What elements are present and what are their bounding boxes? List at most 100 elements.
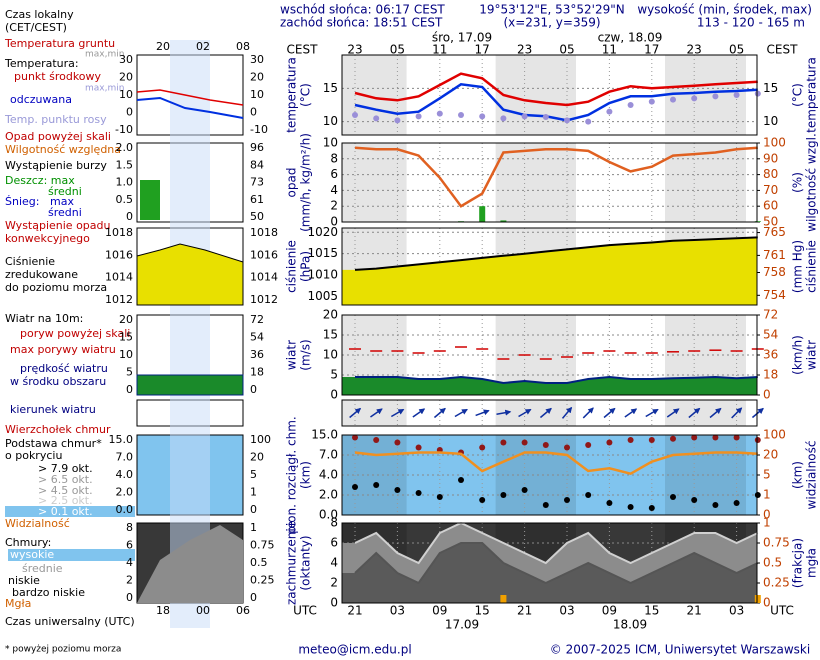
legend-tick-label: 10 [250, 88, 264, 101]
zone-label: UTC [770, 604, 794, 618]
legend-tick-label: -10 [250, 123, 268, 136]
legend-text: konwekcyjnego [5, 232, 90, 245]
x-tick-label: 23 [517, 43, 532, 57]
zone-label: UTC [293, 604, 317, 618]
left-time: 06 [236, 604, 250, 617]
legend-tick-label: 1 [250, 521, 257, 534]
left-time: 08 [236, 40, 250, 53]
legend-tick-label: 1014 [250, 271, 278, 284]
dot [606, 439, 613, 446]
dot [585, 442, 592, 448]
y-tick-label: 0 [330, 388, 338, 402]
y-tick-label: 1010 [307, 268, 338, 282]
legend-tick-label: 5 [126, 366, 133, 379]
legend-text: > 4.5 okt. [38, 484, 93, 497]
x-tick-label: 03 [729, 604, 744, 618]
dot [479, 444, 486, 451]
legend-tick-label: 18 [250, 366, 264, 379]
dot [754, 437, 761, 443]
legend-tick-label: 0.25 [250, 574, 275, 587]
legend-text: w środku obszaru [10, 375, 106, 388]
wind-arrow [709, 407, 722, 419]
wind-arrow [539, 407, 552, 419]
x-tick-label: 05 [729, 43, 744, 57]
legend-tick-label: 20 [119, 71, 133, 84]
copyright: © 2007-2025 ICM, Uniwersytet Warszawski [550, 643, 810, 657]
legend-text: max,min [85, 50, 124, 60]
legend-text: Ciśnienie [5, 255, 55, 268]
x-tick-label: 23 [347, 43, 362, 57]
legend-tick-label: 1.0 [116, 176, 134, 189]
dot [733, 434, 740, 441]
legend-tick-label: 6 [126, 539, 133, 552]
dot [458, 112, 464, 118]
dot [394, 487, 401, 493]
x-tick-label: 21 [687, 604, 702, 618]
y-tick-label: 1005 [307, 289, 338, 303]
legend-tick-label: 50 [250, 210, 264, 223]
y2-tick-label: 0.5 [763, 556, 782, 570]
dot [542, 114, 549, 120]
legend-tick-label: 1 [250, 486, 257, 499]
left-time: 18 [156, 604, 170, 617]
legend-tick-label: 1016 [250, 248, 278, 261]
legend-tick-label: 15.0 [109, 433, 134, 446]
legend-text: Temp. punktu rosy [4, 113, 107, 126]
wind-arrow [412, 408, 426, 418]
legend-text: Temperatura: [4, 57, 79, 70]
legend-text: Chmury: [5, 536, 51, 549]
area [342, 543, 758, 603]
left-time: 00 [196, 604, 210, 617]
legend-text: Opad powyżej skali [5, 130, 111, 143]
y-tick-label: 7.0 [319, 448, 338, 462]
legend-text: punkt środkowy [14, 70, 102, 83]
y-tick-label: 10 [323, 348, 338, 362]
x-tick-label: 17 [644, 43, 659, 57]
left-time: 02 [196, 40, 210, 53]
wind-arrow [731, 407, 743, 419]
legend-tick-label: 36 [250, 348, 264, 361]
night-shade [665, 400, 746, 426]
legend-text: kierunek wiatru [10, 403, 96, 416]
line [354, 451, 758, 476]
date-top: śro, 17.09 [432, 31, 492, 45]
y2-axis-label: wilgotność wzgl. [805, 133, 819, 232]
dot [415, 490, 422, 496]
y2-axis-label: widzialność [805, 441, 819, 510]
y2-axis-label: ciśnienie [805, 240, 819, 293]
y-axis-label: (°C) [299, 83, 313, 107]
dot [670, 96, 676, 103]
legend-tick-label: 0 [126, 210, 133, 223]
legend-text: Wystąpienie opadu [5, 219, 110, 232]
legend-tick-label: 72 [250, 313, 264, 326]
y2-tick-label: 100 [763, 428, 786, 442]
legend-tick-label: 2.0 [116, 486, 134, 499]
y2-tick-label: 10 [763, 114, 778, 128]
panel-border [341, 399, 758, 427]
dot [712, 502, 719, 508]
legend-text: > 2.5 okt. [38, 494, 93, 507]
grid-point: (x=231, y=359) [503, 16, 600, 30]
y-axis-label: (hPa) [299, 251, 313, 282]
legend-tick-label: 20 [250, 71, 264, 84]
wind-arrow [370, 408, 383, 418]
y2-tick-label: 15 [763, 81, 778, 95]
legend-tick-label: 100 [250, 433, 271, 446]
y2-tick-label: 1 [763, 488, 771, 502]
legend-tick-label: 10 [119, 348, 133, 361]
wind-arrow [582, 407, 594, 419]
wind-arrow [645, 408, 659, 418]
panel-border [341, 54, 758, 136]
y-tick-label: 10 [323, 114, 338, 128]
dot [648, 98, 655, 105]
dot [564, 117, 570, 124]
legend-text: Widzialność [5, 517, 70, 530]
dot [436, 110, 443, 117]
legend-text: Wiatr na 10m: [5, 312, 83, 325]
dot [500, 492, 507, 498]
email[interactable]: meteo@icm.edu.pl [298, 643, 411, 657]
wind-arrow [688, 407, 701, 419]
line [354, 521, 759, 565]
